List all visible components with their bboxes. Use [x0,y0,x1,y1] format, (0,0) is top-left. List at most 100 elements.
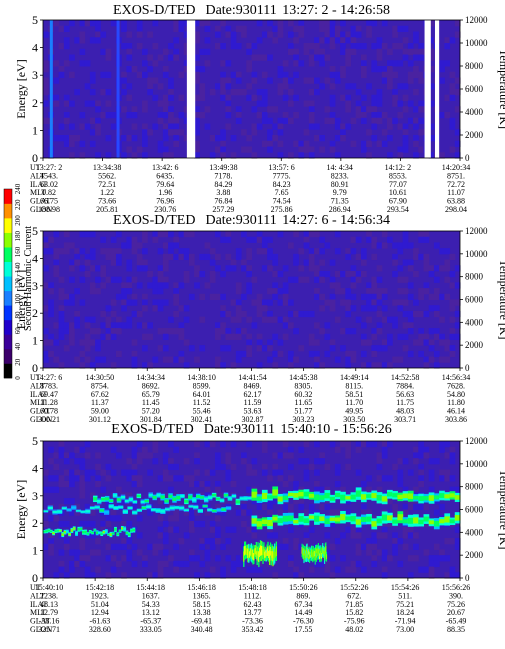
texture-cell [241,503,247,510]
texture-cell [89,117,96,124]
texture-cell [350,566,357,573]
texture-cell [204,486,211,493]
texture-cell [407,265,414,272]
texture-cell [220,140,226,147]
texture-cell [194,112,200,119]
table-cell: 300.21 [38,415,60,424]
texture-cell [350,248,357,255]
texture-cell [376,362,383,369]
texture-cell [413,446,419,453]
texture-cell [199,94,206,101]
texture-cell [402,106,409,113]
texture-cell [95,452,101,459]
texture-cell [355,106,362,113]
texture-cell [69,276,75,283]
texture-cell [360,43,367,50]
texture-cell [142,140,148,147]
texture-cell [63,452,70,459]
texture-cell [392,356,398,363]
texture-cell [115,259,122,266]
texture-cell [43,543,49,550]
texture-cell [413,66,419,73]
texture-cell [152,43,159,50]
texture-cell [319,259,325,266]
texture-cell [418,452,425,459]
table-cell: 340.48 [191,625,213,634]
texture-cell [63,480,70,488]
texture-cell [293,140,299,147]
texture-cell [215,362,221,369]
texture-cell [371,242,378,249]
band-core [122,510,128,513]
texture-cell [387,71,393,78]
y-right-tick-label: 4000 [465,317,484,327]
texture-cell [319,452,325,459]
texture-cell [136,480,143,488]
texture-cell [397,123,404,130]
texture-cell [194,572,200,579]
texture-cell [100,236,107,243]
texture-cell [428,305,435,312]
texture-cell [345,94,352,101]
texture-cell [173,37,180,44]
texture-cell [173,566,180,573]
texture-cell [371,282,378,289]
band-core [99,509,105,512]
texture-cell [329,293,336,300]
texture-cell [272,135,279,142]
texture-cell [121,71,127,78]
texture-cell [157,299,164,306]
texture-cell [225,123,232,130]
texture-cell [444,265,451,272]
texture-cell [241,259,247,266]
texture-cell [63,231,70,238]
texture-cell [157,146,164,153]
texture-cell [428,83,435,90]
band-core [243,497,249,500]
colorbar: 020406080100120140160180200220240Second … [3,183,34,380]
texture-cell [402,236,409,243]
texture-cell [105,89,112,96]
band-core [271,548,273,558]
texture-cell [308,117,315,124]
texture-cell [199,538,206,545]
texture-cell [345,328,352,335]
texture-cell [220,492,226,499]
texture-cell [100,333,107,340]
texture-cell [376,112,383,119]
texture-cell [407,100,414,107]
texture-cell [188,480,195,488]
texture-cell [360,441,367,448]
texture-cell [407,117,414,124]
table-cell: 14:45:38 [289,373,317,382]
texture-cell [173,560,180,568]
texture-cell [79,475,86,482]
table-cell: 62.17 [244,390,262,399]
texture-cell [366,152,372,159]
texture-cell [282,333,289,340]
spectrogram-panel-2: EXOS-D/TED Date:930111 14:27: 6 - 14:56:34… [14,213,505,424]
band-core [52,532,55,535]
texture-cell [454,77,461,84]
band-core [260,546,263,556]
texture-cell [136,43,143,50]
texture-cell [439,112,445,119]
panel-title: EXOS-D/TED Date:930111 15:40:10 - 15:56:26 [111,422,391,437]
texture-cell [334,37,341,44]
texture-cell [287,48,294,55]
texture-cell [48,310,54,318]
band-core [266,548,268,557]
texture-cell [340,486,346,493]
texture-cell [194,498,200,505]
texture-cell [329,83,336,90]
texture-cell [173,242,180,249]
texture-cell [225,77,232,84]
texture-cell [110,566,117,573]
texture-cell [402,299,409,306]
texture-cell [418,333,425,340]
texture-cell [345,37,352,44]
texture-cell [188,509,195,516]
texture-cell [449,270,456,278]
texture-cell [199,560,206,568]
texture-cell [287,43,294,50]
